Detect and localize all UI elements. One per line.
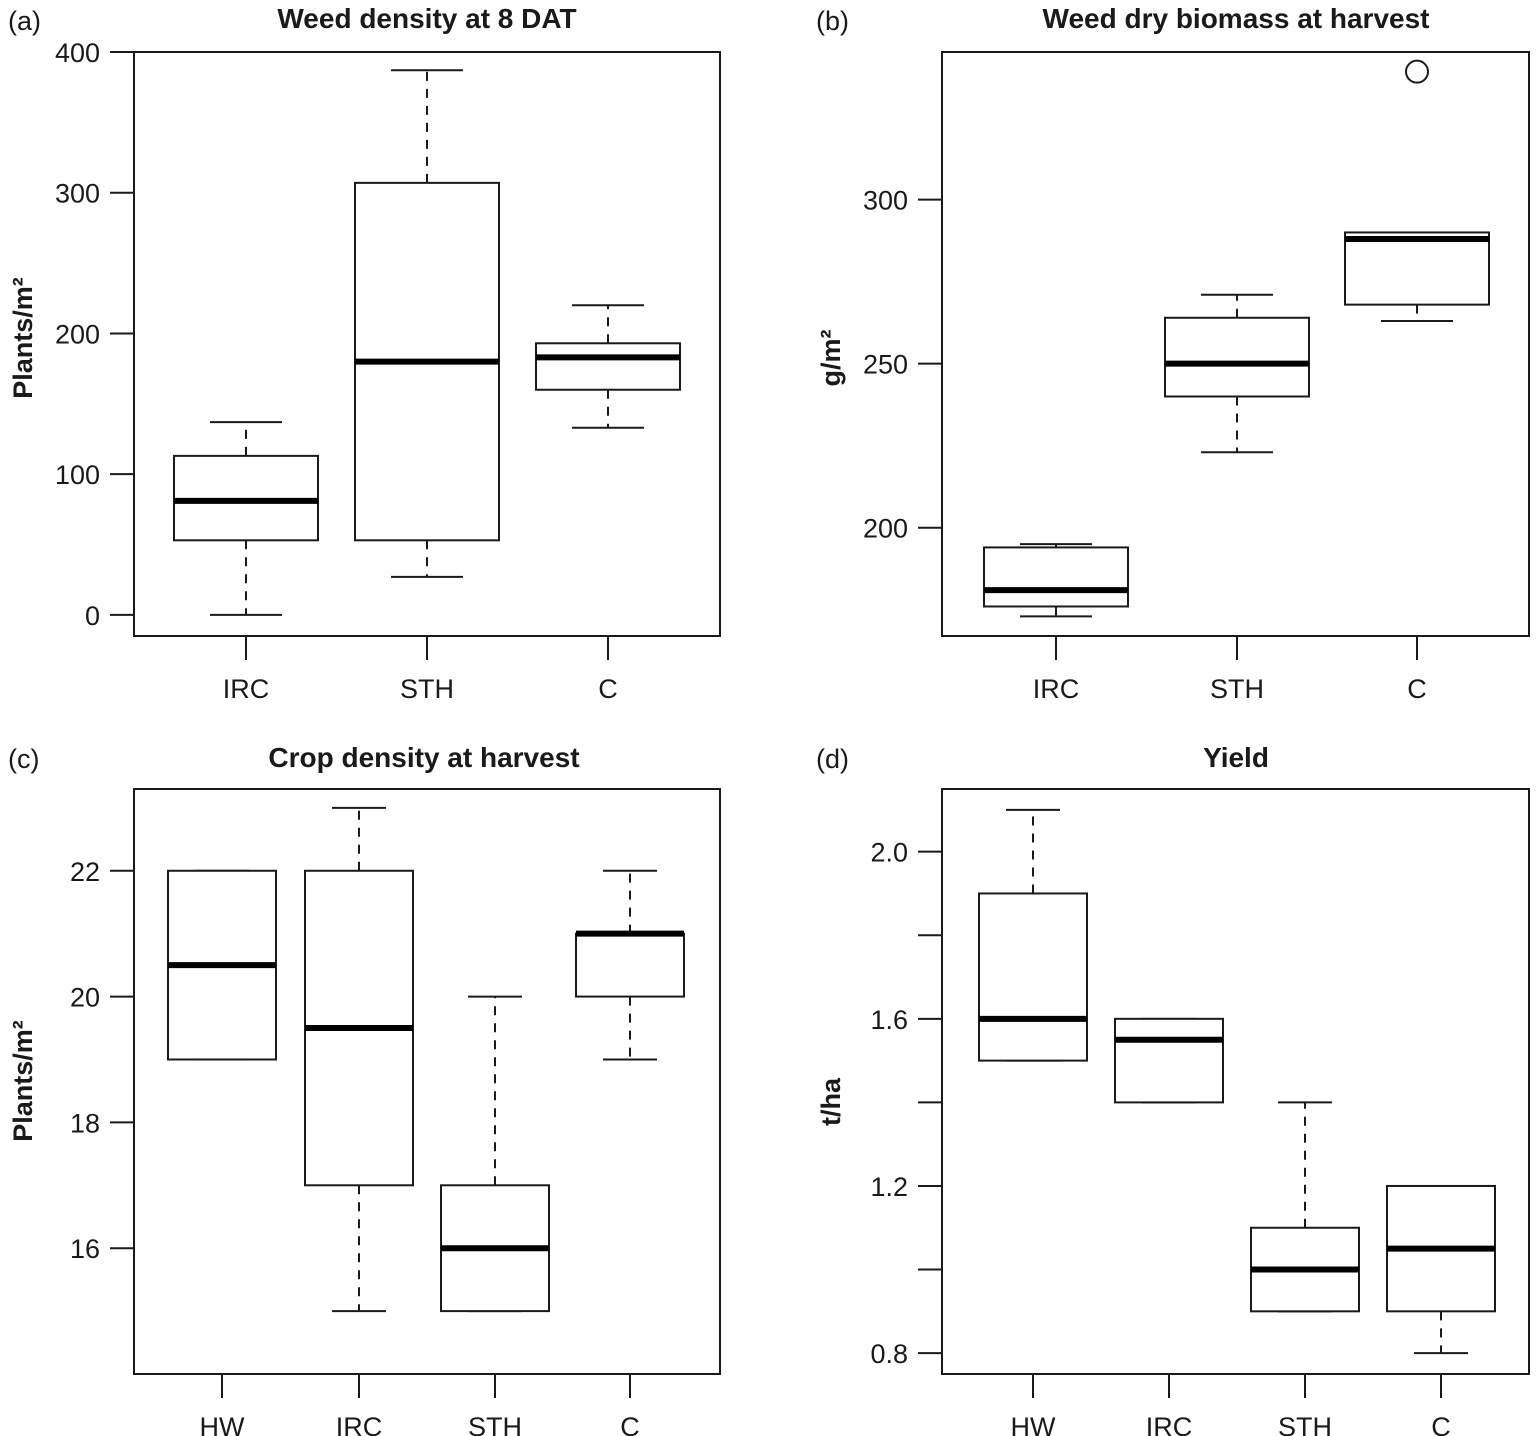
x-tick-label: HW — [200, 1412, 245, 1436]
y-tick-label: 22 — [70, 857, 100, 887]
box-body — [978, 892, 1088, 1062]
panel-label: (b) — [816, 6, 849, 36]
y-tick-label: 300 — [863, 186, 908, 216]
y-axis-label: t/ha — [816, 1077, 846, 1126]
box-STH — [1250, 1101, 1360, 1313]
box-C — [1344, 231, 1490, 323]
y-tick-label: 18 — [70, 1108, 100, 1138]
plot-frame — [133, 788, 721, 1375]
y-tick-label: 200 — [863, 514, 908, 544]
x-tick-label: STH — [1210, 674, 1264, 704]
x-tick-label: C — [1407, 674, 1427, 704]
box-body — [1164, 316, 1310, 398]
x-tick-label: IRC — [1033, 674, 1080, 704]
chart-title: Weed dry biomass at harvest — [1043, 3, 1430, 34]
x-tick-label: STH — [1278, 1412, 1332, 1436]
panel-label: (c) — [8, 744, 39, 774]
y-tick-label: 0.8 — [870, 1339, 908, 1369]
y-axis-label: Plants/m² — [8, 1020, 38, 1142]
y-tick-label: 400 — [55, 38, 100, 68]
y-axis-label: g/m² — [816, 329, 846, 386]
box-HW — [167, 869, 277, 1061]
box-IRC — [983, 543, 1129, 618]
box-IRC — [304, 806, 414, 1313]
box-IRC — [1114, 1017, 1224, 1104]
y-tick-label: 300 — [55, 179, 100, 209]
box-C — [535, 304, 681, 429]
chart-title: Crop density at harvest — [268, 742, 579, 773]
y-axis-label: Plants/m² — [8, 277, 38, 399]
panel-label: (d) — [816, 744, 849, 774]
x-tick-label: HW — [1011, 1412, 1056, 1436]
x-tick-label: C — [598, 674, 618, 704]
panel-weed-density: (a) Weed density at 8 DAT Plants/m² 0 100… — [8, 3, 721, 704]
y-tick-label: 1.2 — [870, 1172, 908, 1202]
x-tick-label: C — [1431, 1412, 1451, 1436]
box-body — [535, 342, 681, 391]
x-tick-label: IRC — [1146, 1412, 1193, 1436]
panel-yield: (d) Yield t/ha 0.8 1.2 1.6 2.0 HW IRC STH C — [816, 742, 1530, 1436]
panel-label: (a) — [8, 6, 41, 36]
y-tick-label: 200 — [55, 319, 100, 349]
x-tick-label: IRC — [223, 674, 270, 704]
y-tick-label: 100 — [55, 460, 100, 490]
box-C — [575, 869, 685, 1061]
box-STH — [440, 995, 550, 1313]
plot-frame — [941, 51, 1530, 637]
x-tick-label: STH — [468, 1412, 522, 1436]
y-tick-label: 20 — [70, 983, 100, 1013]
y-tick-label: 250 — [863, 350, 908, 380]
outlier-point — [1405, 59, 1429, 84]
panel-crop-density: (c) Crop density at harvest Plants/m² 16… — [8, 742, 721, 1436]
chart-title: Yield — [1203, 742, 1269, 773]
y-tick-label: 1.6 — [870, 1005, 908, 1035]
x-tick-label: C — [620, 1412, 640, 1436]
y-tick-label: 16 — [70, 1234, 100, 1264]
box-body — [983, 546, 1129, 608]
box-body — [1344, 231, 1490, 306]
y-tick-label: 2.0 — [870, 838, 908, 868]
box-body — [1114, 1017, 1224, 1104]
box-STH — [1164, 293, 1310, 454]
plot-frame — [941, 788, 1530, 1375]
chart-title: Weed density at 8 DAT — [277, 3, 576, 34]
panel-weed-biomass: (b) Weed dry biomass at harvest g/m² 200… — [816, 3, 1530, 704]
box-STH — [354, 69, 500, 578]
box-body — [575, 932, 685, 998]
y-tick-label: 0 — [85, 601, 100, 631]
box-IRC — [173, 421, 319, 616]
x-tick-label: IRC — [336, 1412, 383, 1436]
box-HW — [978, 808, 1088, 1062]
box-C — [1386, 1184, 1496, 1355]
x-tick-label: STH — [400, 674, 454, 704]
